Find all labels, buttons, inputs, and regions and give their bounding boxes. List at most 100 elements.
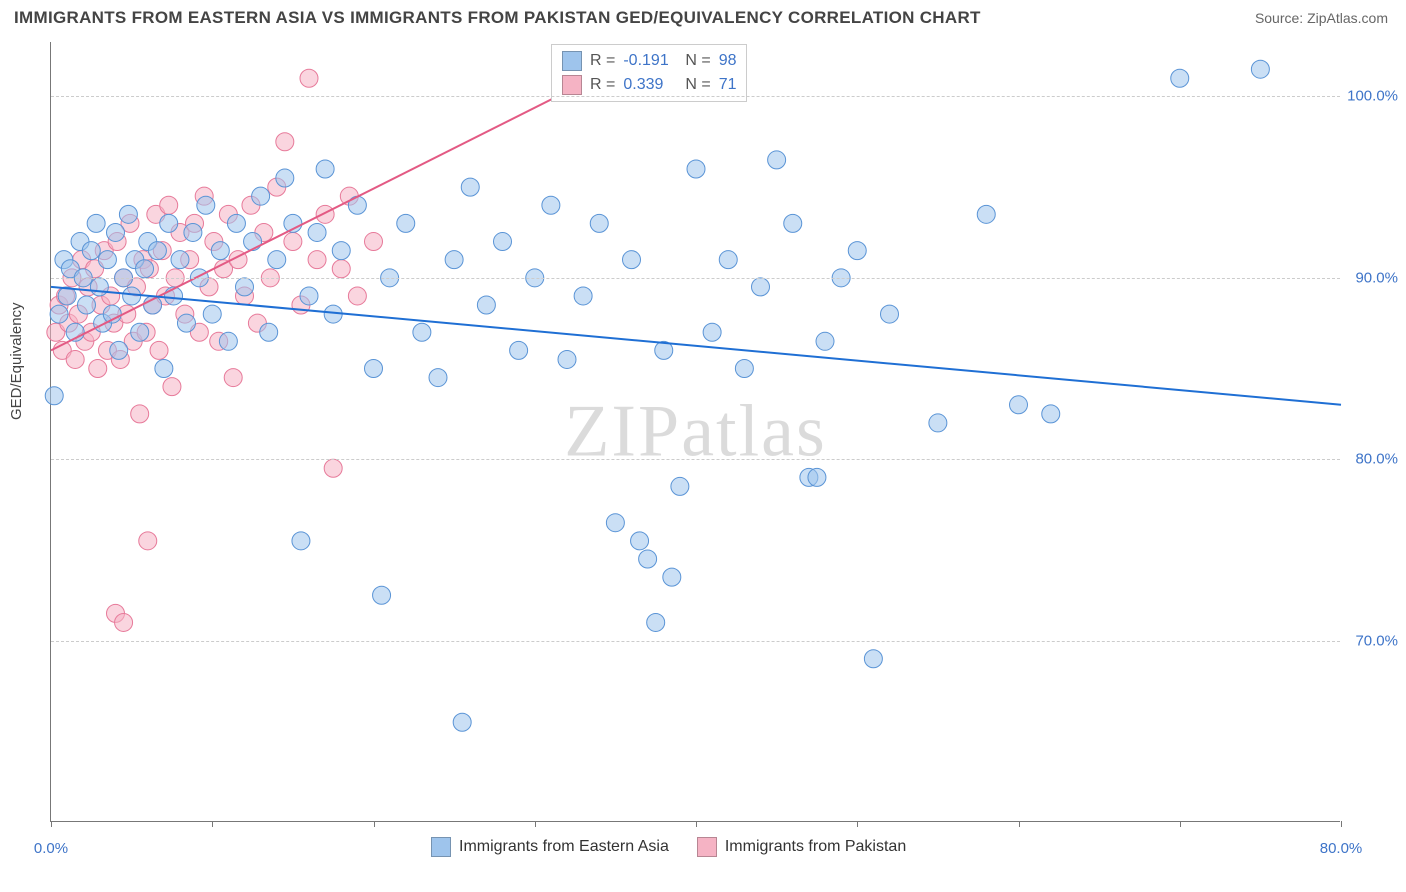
data-point: [881, 305, 899, 323]
data-point: [260, 323, 278, 341]
data-point: [308, 223, 326, 241]
header: IMMIGRANTS FROM EASTERN ASIA VS IMMIGRAN…: [0, 0, 1406, 32]
x-tick: [696, 821, 697, 827]
data-point: [639, 550, 657, 568]
data-point: [663, 568, 681, 586]
r-value: 0.339: [623, 73, 677, 97]
data-point: [574, 287, 592, 305]
data-point: [45, 387, 63, 405]
data-point: [623, 251, 641, 269]
data-point: [1010, 396, 1028, 414]
data-point: [50, 305, 68, 323]
data-point: [163, 378, 181, 396]
x-tick: [1341, 821, 1342, 827]
data-point: [365, 360, 383, 378]
legend-label: Immigrants from Pakistan: [725, 838, 906, 856]
data-point: [276, 169, 294, 187]
gridline: [51, 278, 1340, 279]
scatter-svg: [51, 42, 1340, 821]
data-point: [292, 532, 310, 550]
data-point: [66, 350, 84, 368]
data-point: [671, 477, 689, 495]
data-point: [332, 242, 350, 260]
n-label: N =: [685, 73, 710, 97]
data-point: [77, 296, 95, 314]
data-point: [558, 350, 576, 368]
data-point: [373, 586, 391, 604]
data-point: [300, 287, 318, 305]
data-point: [224, 369, 242, 387]
data-point: [82, 242, 100, 260]
r-value: -0.191: [623, 49, 677, 73]
data-point: [148, 242, 166, 260]
data-point: [590, 214, 608, 232]
data-point: [268, 251, 286, 269]
x-tick-label: 0.0%: [34, 840, 68, 857]
data-point: [687, 160, 705, 178]
data-point: [1042, 405, 1060, 423]
data-point: [1251, 60, 1269, 78]
n-label: N =: [685, 49, 710, 73]
data-point: [929, 414, 947, 432]
data-point: [252, 187, 270, 205]
data-point: [631, 532, 649, 550]
data-point: [110, 341, 128, 359]
y-tick-label: 100.0%: [1347, 88, 1398, 105]
data-point: [494, 233, 512, 251]
data-point: [184, 223, 202, 241]
data-point: [542, 196, 560, 214]
gridline: [51, 641, 1340, 642]
data-point: [445, 251, 463, 269]
data-point: [461, 178, 479, 196]
data-point: [155, 360, 173, 378]
y-tick-label: 90.0%: [1355, 269, 1398, 286]
data-point: [300, 69, 318, 87]
data-point: [735, 360, 753, 378]
data-point: [139, 532, 157, 550]
x-tick: [51, 821, 52, 827]
legend-swatch: [562, 75, 582, 95]
data-point: [348, 287, 366, 305]
data-point: [160, 214, 178, 232]
x-tick: [374, 821, 375, 827]
data-point: [752, 278, 770, 296]
x-tick-label: 80.0%: [1320, 840, 1363, 857]
x-tick: [212, 821, 213, 827]
legend-label: Immigrants from Eastern Asia: [459, 838, 669, 856]
data-point: [107, 223, 125, 241]
r-label: R =: [590, 49, 615, 73]
data-point: [171, 251, 189, 269]
legend-item: Immigrants from Pakistan: [697, 837, 906, 857]
data-point: [160, 196, 178, 214]
data-point: [324, 459, 342, 477]
data-point: [123, 287, 141, 305]
n-value: 71: [719, 73, 737, 97]
correlation-legend: R =-0.191N =98R =0.339N =71: [551, 44, 747, 102]
x-tick: [1180, 821, 1181, 827]
data-point: [203, 305, 221, 323]
data-point: [647, 613, 665, 631]
data-point: [606, 514, 624, 532]
legend-swatch: [431, 837, 451, 857]
data-point: [719, 251, 737, 269]
data-point: [703, 323, 721, 341]
legend-row: R =-0.191N =98: [562, 49, 736, 73]
y-axis-label: GED/Equivalency: [8, 302, 25, 420]
data-point: [848, 242, 866, 260]
data-point: [429, 369, 447, 387]
chart-plot-area: ZIPatlas R =-0.191N =98R =0.339N =71 Imm…: [50, 42, 1340, 822]
data-point: [477, 296, 495, 314]
data-point: [136, 260, 154, 278]
data-point: [784, 214, 802, 232]
data-point: [177, 314, 195, 332]
legend-swatch: [697, 837, 717, 857]
legend-item: Immigrants from Eastern Asia: [431, 837, 669, 857]
y-tick-label: 70.0%: [1355, 632, 1398, 649]
data-point: [1171, 69, 1189, 87]
regression-line: [51, 287, 1341, 405]
data-point: [864, 650, 882, 668]
data-point: [284, 233, 302, 251]
gridline: [51, 459, 1340, 460]
data-point: [276, 133, 294, 151]
data-point: [98, 251, 116, 269]
